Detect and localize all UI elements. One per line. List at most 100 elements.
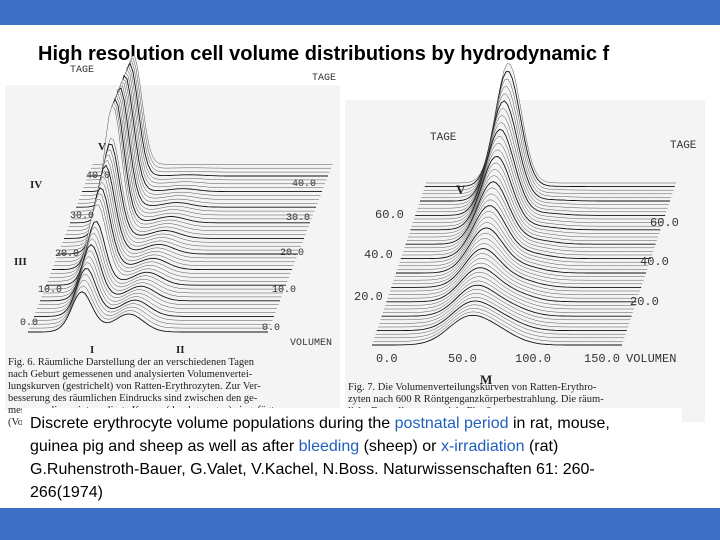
tick-label: 40.0 [86, 171, 110, 182]
curve-fill [393, 238, 644, 281]
peak-label: II [176, 344, 185, 356]
curve [67, 104, 307, 231]
curve-fill [399, 211, 650, 263]
curve [92, 55, 333, 165]
tick-label: 60.0 [375, 208, 404, 222]
tick-label: 20.0 [280, 248, 304, 259]
curve [384, 276, 634, 310]
curve-fill [392, 243, 643, 284]
curve-fill [378, 297, 628, 327]
peak-label: I [90, 344, 94, 356]
tick-label: 30.0 [286, 213, 310, 224]
caption-line: nach Geburt gemessenen und analysierten … [8, 369, 253, 380]
figure-6: TAGE TAGE V IV III I II 40.0 30.0 20.0 1… [5, 55, 340, 428]
curve [408, 168, 658, 238]
curve [391, 248, 642, 288]
curve-fill [372, 315, 622, 345]
tick-label: 40.0 [364, 248, 393, 262]
curve [410, 156, 661, 231]
curve [374, 308, 625, 339]
curve [388, 258, 639, 295]
curve [398, 216, 649, 267]
peak-label: IV [30, 179, 42, 191]
curve-fill [398, 217, 649, 266]
curve [382, 280, 633, 313]
curve [399, 211, 650, 263]
curve-fill [397, 222, 648, 270]
text-span: G.Ruhenstroth-Bauer, G.Valet, V.Kachel, … [30, 461, 595, 478]
curve-fill [405, 181, 656, 245]
highlight-text: postnatal period [395, 415, 509, 432]
curve [409, 162, 660, 234]
text-span: 266(1974) [30, 484, 103, 501]
curve [414, 136, 664, 220]
axis-label: VOLUMEN [626, 352, 676, 366]
curve [393, 238, 644, 281]
figure-7: TAGE TAGE V M 60.0 40.0 20.0 0.0 60.0 40… [345, 63, 705, 422]
waterfall [28, 55, 333, 333]
text-span: Discrete erythrocyte volume populations … [30, 415, 395, 432]
description-background [22, 408, 682, 508]
text-span: in rat, mouse, [509, 415, 610, 432]
tick-label: 20.0 [354, 290, 383, 304]
curve [422, 86, 673, 195]
curve-fill [68, 102, 309, 227]
curve [375, 304, 626, 335]
description-line: Discrete erythrocyte volume populations … [30, 415, 610, 432]
curve [372, 314, 622, 346]
description-line: 266(1974) [30, 484, 103, 501]
curve [416, 121, 667, 213]
axis-label: TAGE [312, 73, 336, 84]
tick-label: 20.0 [55, 249, 79, 260]
curve [411, 149, 662, 227]
curve [47, 204, 288, 282]
caption-line: Fig. 7. Die Volumenverteilungskurven von… [348, 382, 597, 393]
curve [31, 279, 271, 325]
text-span: (sheep) or [359, 438, 441, 455]
curve-fill [403, 193, 654, 252]
curve [396, 227, 646, 274]
tick-label: 100.0 [515, 352, 551, 366]
curve [376, 300, 627, 332]
tick-label: 30.0 [70, 211, 94, 222]
curve [418, 107, 669, 205]
curve [378, 296, 628, 328]
axis-label: VOLUMEN [290, 338, 332, 349]
curve [89, 60, 330, 173]
curve [405, 181, 656, 245]
curve [397, 222, 648, 270]
curve [380, 289, 631, 321]
axis-label: TAGE [430, 132, 457, 144]
tick-label: 50.0 [448, 352, 477, 366]
curve-fill [402, 199, 652, 255]
curve-fill [400, 205, 651, 259]
peak-label: V [456, 182, 466, 197]
peak-label: V [98, 141, 106, 153]
curve [385, 271, 636, 306]
curve [406, 175, 657, 241]
curve [424, 71, 675, 188]
text-span: guinea pig and sheep as well as after [30, 438, 299, 455]
curve [28, 291, 268, 333]
highlight-text: bleeding [299, 438, 360, 455]
curve [402, 199, 652, 256]
curve [421, 93, 672, 198]
axis-label: TAGE [70, 65, 94, 76]
curve [400, 205, 651, 260]
curve [426, 63, 676, 184]
curve-fill [64, 144, 304, 239]
tick-label: 60.0 [650, 216, 679, 230]
tick-label: 150.0 [584, 352, 620, 366]
curve [37, 256, 277, 309]
waterfall [372, 63, 676, 346]
tick-label: 0.0 [20, 318, 38, 329]
curve-fill [394, 233, 645, 277]
curve-fill [381, 285, 632, 317]
top-band [0, 0, 720, 25]
curve [390, 253, 640, 292]
curve [415, 128, 666, 216]
curve [32, 274, 273, 321]
description-line: G.Ruhenstroth-Bauer, G.Valet, V.Kachel, … [30, 461, 595, 478]
description-line: guinea pig and sheep as well as after bl… [30, 438, 558, 455]
